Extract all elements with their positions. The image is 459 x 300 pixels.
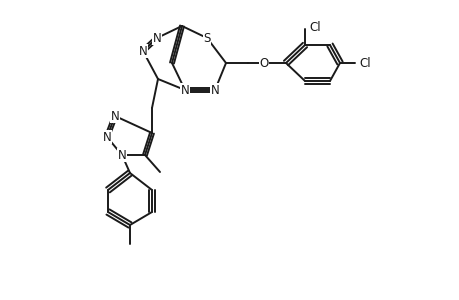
Text: N: N	[180, 83, 189, 97]
Text: N: N	[138, 44, 147, 58]
Text: N: N	[118, 148, 126, 161]
Text: O: O	[259, 56, 268, 70]
Text: Cl: Cl	[308, 20, 320, 34]
Text: N: N	[210, 83, 219, 97]
Text: N: N	[152, 32, 161, 44]
Text: Cl: Cl	[358, 56, 370, 70]
Text: N: N	[110, 110, 119, 122]
Text: S: S	[203, 32, 210, 44]
Text: N: N	[102, 130, 111, 143]
